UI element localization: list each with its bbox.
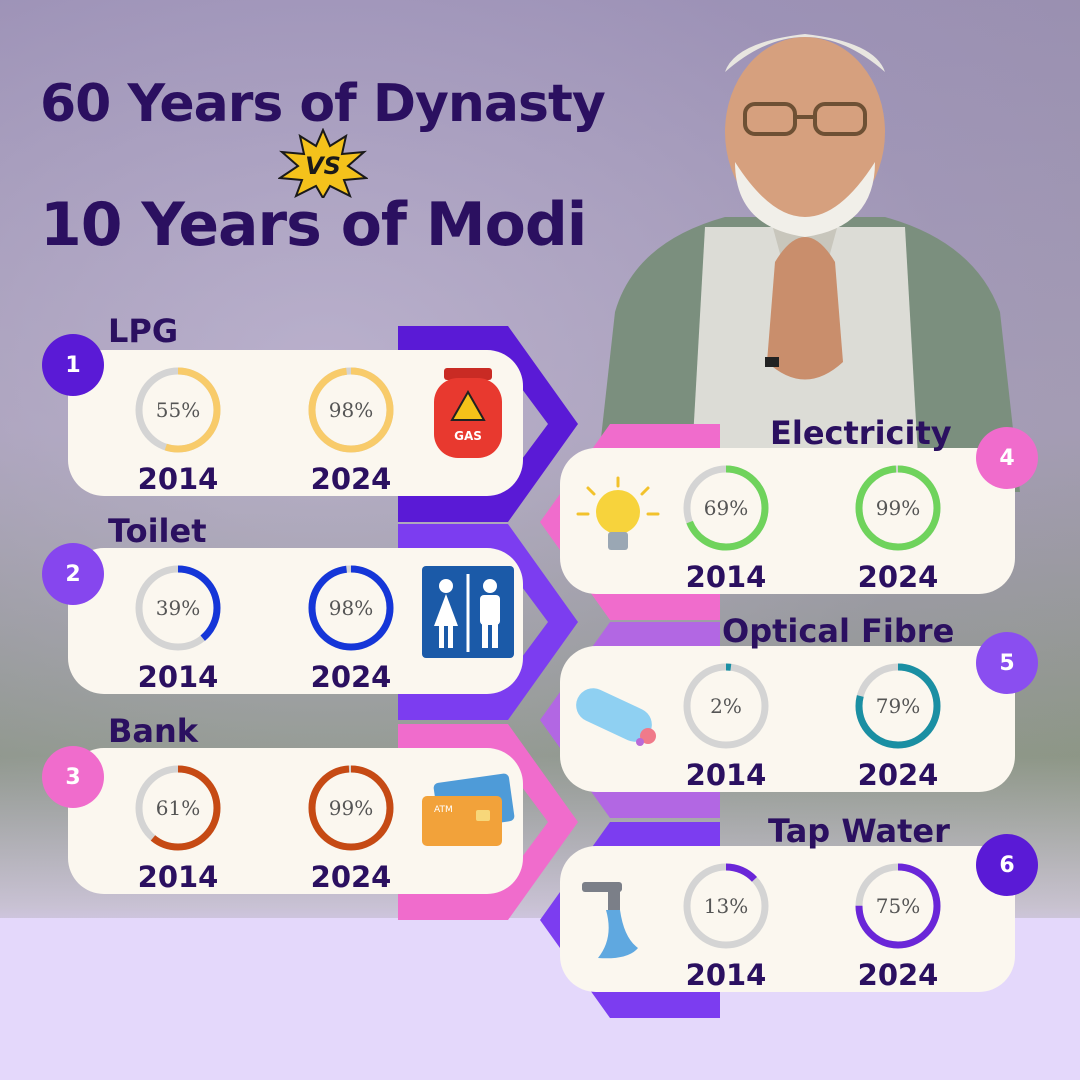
category-label: Electricity: [770, 414, 952, 452]
panel-number-badge: 2: [42, 543, 104, 605]
ring-value-label: 39%: [155, 596, 201, 620]
year-label: 2024: [857, 560, 939, 594]
hex-band: [398, 524, 578, 720]
donut-2024: 99%: [852, 462, 944, 554]
year-label: 2024: [857, 958, 939, 992]
ring-value-label: 98%: [328, 398, 374, 422]
donut-2014: 13%: [680, 860, 772, 952]
ring-arc: [855, 863, 941, 949]
optical-fibre-cable-icon: [576, 688, 656, 746]
ring-value-label: 99%: [875, 496, 921, 520]
year-label: 2024: [857, 758, 939, 792]
ring-value-label: 69%: [703, 496, 749, 520]
panel-number-badge: 5: [976, 632, 1038, 694]
ring-value-label: 61%: [155, 796, 201, 820]
donut-2014: 55%: [132, 364, 224, 456]
svg-text:ATM: ATM: [434, 805, 453, 815]
ring-arc: [855, 663, 941, 749]
ring-arc: [308, 367, 394, 453]
donut-2024: 75%: [852, 860, 944, 952]
ring-arc: [683, 863, 769, 949]
title-line-1: 60 Years of Dynasty: [40, 74, 606, 134]
ring-value-label: 2%: [710, 694, 742, 718]
donut-2024: 99%: [305, 762, 397, 854]
ring-value-label: 79%: [875, 694, 921, 718]
year-label: 2014: [137, 860, 219, 894]
donut-2014: 2%: [680, 660, 772, 752]
vs-burst-icon: VS: [278, 128, 368, 198]
ring-value-label: 99%: [328, 796, 374, 820]
ring-arc: [683, 663, 769, 749]
year-label: 2024: [310, 660, 392, 694]
ring-arc: [308, 765, 394, 851]
donut-2014: 39%: [132, 562, 224, 654]
donut-2024: 98%: [305, 562, 397, 654]
year-label: 2024: [310, 860, 392, 894]
panel-number-badge: 4: [976, 427, 1038, 489]
category-label: Optical Fibre: [722, 612, 955, 650]
ring-value-label: 13%: [703, 894, 749, 918]
hex-band: [398, 724, 578, 920]
toilet-sign-icon: [422, 566, 514, 658]
title-line-2: 10 Years of Modi: [40, 190, 587, 260]
year-label: 2014: [137, 462, 219, 496]
ring-arc: [308, 565, 394, 651]
panel-card-6: [560, 846, 1015, 992]
atm-card-icon: ATM: [422, 773, 515, 846]
svg-text:GAS: GAS: [454, 429, 482, 443]
vs-text: VS: [305, 152, 341, 180]
panel-number-badge: 6: [976, 834, 1038, 896]
year-label: 2014: [685, 560, 767, 594]
gas-cylinder-icon: GAS: [434, 368, 502, 458]
category-label: LPG: [108, 312, 179, 350]
year-label: 2014: [137, 660, 219, 694]
panel-number-badge: 1: [42, 334, 104, 396]
ring-value-label: 98%: [328, 596, 374, 620]
water-tap-icon: [582, 882, 638, 959]
year-label: 2024: [310, 462, 392, 496]
ring-arc: [855, 465, 941, 551]
donut-2024: 79%: [852, 660, 944, 752]
category-label: Tap Water: [768, 812, 950, 850]
ring-arc: [135, 367, 221, 453]
year-label: 2014: [685, 758, 767, 792]
donut-2024: 98%: [305, 364, 397, 456]
ring-value-label: 55%: [155, 398, 201, 422]
light-bulb-icon: [576, 476, 660, 550]
ring-value-label: 75%: [875, 894, 921, 918]
category-label: Toilet: [108, 512, 207, 550]
donut-2014: 61%: [132, 762, 224, 854]
year-label: 2014: [685, 958, 767, 992]
hex-band: [398, 326, 578, 522]
portrait-illustration: [595, 34, 1020, 492]
category-label: Bank: [108, 712, 199, 750]
ring-arc: [683, 465, 769, 551]
ring-arc: [135, 565, 221, 651]
panel-number-badge: 3: [42, 746, 104, 808]
ring-arc: [135, 765, 221, 851]
donut-2014: 69%: [680, 462, 772, 554]
